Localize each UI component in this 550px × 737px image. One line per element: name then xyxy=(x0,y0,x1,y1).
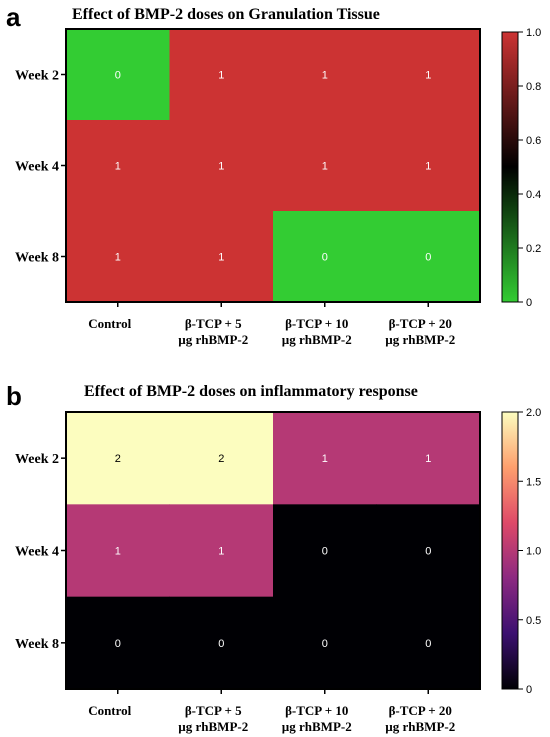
panel-b: b Effect of BMP-2 doses on inflammatory … xyxy=(6,381,541,734)
colorbar-tick-label: 0 xyxy=(526,297,532,309)
cell-value-label: 0 xyxy=(322,638,328,650)
heatmap-cell xyxy=(273,596,377,690)
cell-value-label: 0 xyxy=(322,546,328,558)
panel-b-cells: 2 2 1 1 1 1 0 0 0 0 0 0 xyxy=(66,412,481,690)
column-label: β-TCP + 20 µg rhBMP-2 xyxy=(385,703,455,734)
cell-value-label: 0 xyxy=(322,252,328,264)
cell-value-label: 0 xyxy=(425,638,431,650)
cell-value-label: 0 xyxy=(425,252,431,264)
colorbar-tick-label: 1.0 xyxy=(526,27,541,39)
cell-value-label: 0 xyxy=(425,546,431,558)
panel-b-column-labels: Control β-TCP + 5 µg rhBMP-2 β-TCP + 10 µg r… xyxy=(88,689,455,734)
cell-value-label: 1 xyxy=(218,252,224,264)
heatmap-cell xyxy=(66,504,170,598)
heatmap-cell xyxy=(66,596,170,690)
heatmap-cell xyxy=(66,412,170,505)
cell-value-label: 2 xyxy=(115,453,121,465)
colorbar-tick-label: 0.4 xyxy=(526,189,541,201)
panel-a-colorbar-ticks: 1.0 0.8 0.6 0.4 0.2 0 xyxy=(518,27,541,309)
heatmap-cell xyxy=(66,29,170,121)
cell-value-label: 2 xyxy=(218,453,224,465)
row-label: Week 4 xyxy=(15,545,59,560)
panel-a-letter: a xyxy=(6,2,21,32)
cell-value-label: 1 xyxy=(425,161,431,173)
column-label: β-TCP + 5 µg rhBMP-2 xyxy=(178,316,248,347)
cell-value-label: 1 xyxy=(218,161,224,173)
heatmap-cell xyxy=(169,211,274,303)
heatmap-cell xyxy=(376,596,481,690)
panel-a-cells: 0 1 1 1 1 1 1 1 1 1 0 0 xyxy=(66,29,481,303)
row-label: Week 2 xyxy=(15,452,59,467)
panel-b-row-labels: Week 2 Week 4 Week 8 xyxy=(15,452,66,652)
panel-b-colorbar-ticks: 2.0 1.5 1.0 0.5 0 xyxy=(518,407,541,696)
panel-a-column-labels: Control β-TCP + 5 µg rhBMP-2 β-TCP + 10 µg r… xyxy=(88,302,455,347)
heatmap-cell xyxy=(169,29,274,121)
cell-value-label: 1 xyxy=(322,70,328,82)
cell-value-label: 1 xyxy=(115,161,121,173)
panel-b-letter: b xyxy=(6,381,22,411)
colorbar-tick-label: 1.0 xyxy=(526,546,541,558)
colorbar-tick-label: 1.5 xyxy=(526,476,541,488)
colorbar-tick-label: 2.0 xyxy=(526,407,541,419)
heatmap-cell xyxy=(376,211,481,303)
cell-value-label: 1 xyxy=(425,70,431,82)
row-label: Week 8 xyxy=(15,251,59,266)
panel-b-colorbar xyxy=(501,411,519,690)
column-label: β-TCP + 10 µg rhBMP-2 xyxy=(282,703,352,734)
cell-value-label: 0 xyxy=(115,638,121,650)
panel-a: a Effect of BMP-2 doses on Granulation T… xyxy=(6,2,541,347)
cell-value-label: 1 xyxy=(115,546,121,558)
colorbar-tick-label: 0.2 xyxy=(526,243,541,255)
panel-b-title: Effect of BMP-2 doses on inflammatory re… xyxy=(84,383,418,400)
panel-a-row-labels: Week 2 Week 4 Week 8 xyxy=(15,69,66,266)
colorbar-tick-label: 0.8 xyxy=(526,81,541,93)
cell-value-label: 1 xyxy=(218,546,224,558)
heatmap-cell xyxy=(169,504,274,598)
heatmap-cell xyxy=(169,120,274,212)
cell-value-label: 1 xyxy=(322,453,328,465)
heatmap-cell xyxy=(66,120,170,212)
panel-a-colorbar xyxy=(501,31,519,303)
row-label: Week 8 xyxy=(15,637,59,652)
column-label: Control xyxy=(88,316,131,331)
cell-value-label: 0 xyxy=(218,638,224,650)
heatmap-cell xyxy=(273,120,377,212)
cell-value-label: 1 xyxy=(322,161,328,173)
heatmap-cell xyxy=(66,211,170,303)
heatmap-cell xyxy=(273,29,377,121)
heatmap-cell xyxy=(273,412,377,505)
cell-value-label: 1 xyxy=(425,453,431,465)
heatmap-cell xyxy=(376,29,481,121)
heatmap-cell xyxy=(273,504,377,598)
colorbar-tick-label: 0.5 xyxy=(526,615,541,627)
column-label: β-TCP + 5 µg rhBMP-2 xyxy=(178,703,248,734)
colorbar-tick-label: 0.6 xyxy=(526,135,541,147)
cell-value-label: 1 xyxy=(218,70,224,82)
heatmap-cell xyxy=(376,504,481,598)
heatmap-cell xyxy=(169,412,274,505)
column-label: Control xyxy=(88,703,131,718)
heatmap-cell xyxy=(273,211,377,303)
cell-value-label: 1 xyxy=(115,252,121,264)
column-label: β-TCP + 20 µg rhBMP-2 xyxy=(385,316,455,347)
row-label: Week 4 xyxy=(15,160,59,175)
panel-a-title: Effect of BMP-2 doses on Granulation Tis… xyxy=(72,6,380,23)
heatmap-cell xyxy=(376,412,481,505)
heatmap-cell xyxy=(169,596,274,690)
row-label: Week 2 xyxy=(15,69,59,84)
colorbar-tick-label: 0 xyxy=(526,684,532,696)
cell-value-label: 0 xyxy=(115,70,121,82)
heatmap-cell xyxy=(376,120,481,212)
column-label: β-TCP + 10 µg rhBMP-2 xyxy=(282,316,352,347)
